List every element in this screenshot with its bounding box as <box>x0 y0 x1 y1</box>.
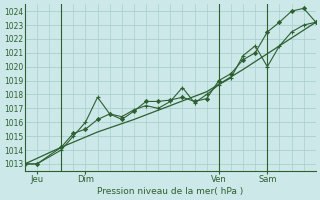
X-axis label: Pression niveau de la mer( hPa ): Pression niveau de la mer( hPa ) <box>97 187 244 196</box>
